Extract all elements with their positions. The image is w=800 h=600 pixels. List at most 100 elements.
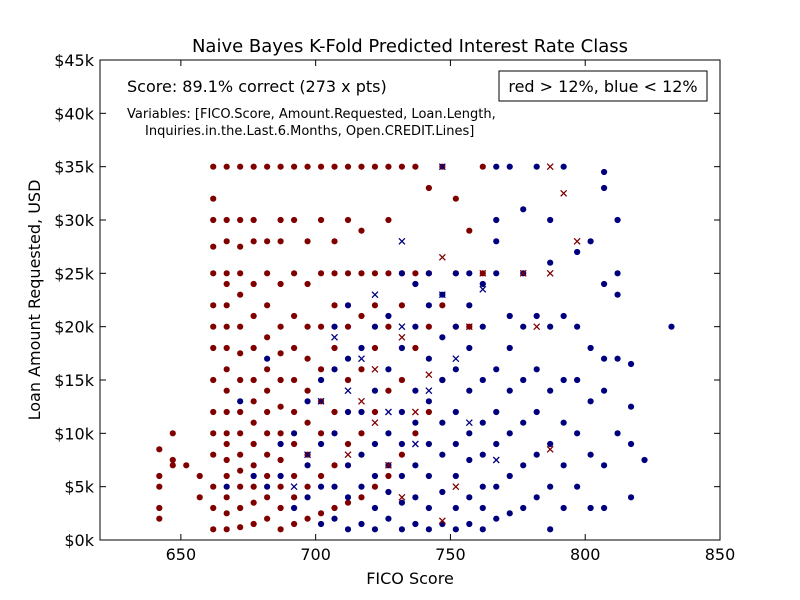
data-point	[600, 462, 608, 469]
x-tick-label: 650	[166, 545, 197, 564]
data-point	[277, 216, 284, 224]
data-point	[452, 270, 459, 277]
data-point	[210, 163, 217, 170]
data-point	[331, 504, 338, 512]
data-point	[533, 163, 540, 170]
data-point	[398, 408, 406, 416]
score-annotation: Score: 89.1% correct (273 x pts)	[127, 77, 387, 96]
data-point	[210, 430, 217, 437]
data-point	[290, 440, 298, 448]
data-point	[290, 520, 298, 528]
data-point	[520, 376, 527, 384]
data-point	[344, 355, 352, 362]
data-point	[452, 323, 459, 330]
data-point	[627, 360, 635, 368]
data-point	[304, 398, 311, 405]
data-point	[237, 467, 244, 474]
data-point	[317, 440, 325, 448]
data-point	[358, 520, 365, 528]
data-point	[331, 462, 338, 469]
data-point	[277, 238, 284, 245]
data-point	[425, 398, 432, 405]
data-point	[520, 206, 527, 213]
data-point	[560, 419, 567, 426]
data-point	[479, 376, 486, 384]
y-tick-label: $25k	[54, 264, 95, 283]
misclassified-point	[438, 253, 446, 261]
data-point	[560, 462, 567, 469]
data-point	[466, 430, 473, 437]
data-point	[223, 472, 230, 480]
y-tick-label: $0k	[64, 531, 94, 550]
data-point	[560, 504, 567, 512]
data-point	[641, 456, 648, 464]
data-point	[264, 366, 271, 373]
data-point	[412, 419, 419, 426]
data-point	[237, 451, 244, 458]
data-point	[317, 163, 325, 170]
data-point	[223, 280, 230, 288]
data-point	[520, 504, 527, 512]
data-point	[412, 430, 419, 437]
data-point	[506, 312, 513, 320]
data-point	[533, 494, 540, 501]
data-point	[398, 472, 406, 480]
data-point	[304, 163, 311, 170]
data-point	[223, 344, 230, 352]
data-point	[398, 344, 406, 352]
data-point	[506, 430, 513, 437]
data-point	[344, 526, 352, 533]
data-point	[223, 366, 230, 373]
data-point	[412, 323, 419, 330]
data-point	[304, 323, 311, 330]
misclassified-point	[438, 517, 446, 525]
data-point	[277, 472, 284, 480]
data-point	[587, 238, 594, 245]
data-point	[344, 499, 352, 506]
data-point	[614, 216, 621, 224]
data-point	[331, 408, 338, 416]
data-point	[264, 494, 271, 501]
data-point	[317, 323, 325, 330]
misclassified-point	[465, 419, 473, 427]
data-point	[210, 302, 217, 309]
data-point	[277, 323, 284, 330]
data-point	[210, 451, 217, 458]
data-point	[264, 472, 271, 480]
data-point	[493, 163, 500, 170]
data-point	[506, 344, 513, 352]
data-point	[547, 216, 554, 224]
x-tick-label: 750	[435, 545, 466, 564]
misclassified-point	[546, 445, 554, 453]
data-point	[210, 243, 217, 250]
data-point	[317, 270, 325, 277]
data-point	[547, 526, 554, 533]
data-point	[358, 451, 365, 458]
data-point	[237, 483, 244, 490]
data-point	[425, 323, 432, 330]
data-point	[627, 440, 635, 448]
misclassified-point	[479, 285, 487, 293]
data-point	[223, 526, 230, 533]
data-point	[425, 526, 432, 533]
data-point	[439, 520, 446, 528]
x-axis-label: FICO Score	[366, 569, 454, 588]
data-point	[398, 440, 406, 448]
data-point	[358, 227, 365, 234]
misclassified-point	[411, 408, 419, 416]
data-point	[290, 312, 298, 320]
data-point	[600, 504, 608, 512]
misclassified-point	[425, 387, 433, 395]
data-point	[169, 456, 176, 464]
data-point	[331, 344, 338, 352]
data-point	[547, 387, 554, 394]
data-point	[479, 526, 486, 533]
data-point	[156, 483, 163, 490]
data-point	[237, 323, 244, 330]
data-point	[493, 408, 500, 416]
data-point	[358, 483, 365, 490]
data-point	[627, 494, 635, 501]
data-point	[304, 419, 311, 426]
data-point	[264, 238, 271, 245]
data-point	[385, 270, 392, 277]
